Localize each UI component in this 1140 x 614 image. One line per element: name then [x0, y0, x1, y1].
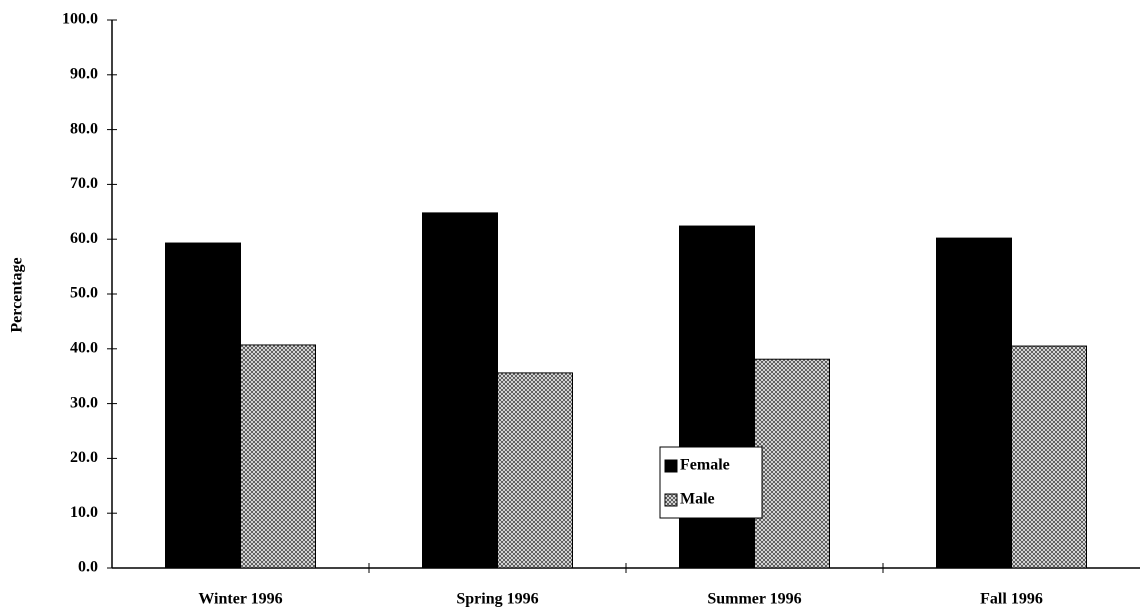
y-axis-label: Percentage	[9, 257, 26, 332]
legend-swatch	[664, 459, 678, 473]
bar	[1011, 345, 1087, 569]
y-tick-label: 0.0	[78, 559, 98, 576]
bar	[240, 344, 316, 569]
x-tick-label: Summer 1996	[707, 591, 801, 608]
x-tick-label: Fall 1996	[980, 591, 1043, 608]
bar	[422, 212, 498, 569]
y-tick-label: 60.0	[70, 230, 98, 247]
x-tick-label: Winter 1996	[198, 591, 282, 608]
y-tick-label: 40.0	[70, 339, 98, 356]
y-tick-label: 70.0	[70, 175, 98, 192]
y-tick-label: 10.0	[70, 504, 98, 521]
x-tick-label: Spring 1996	[456, 591, 538, 608]
bar	[936, 237, 1012, 569]
legend-label: Male	[680, 491, 715, 508]
bar	[165, 242, 241, 569]
y-tick-label: 80.0	[70, 120, 98, 137]
y-tick-label: 30.0	[70, 394, 98, 411]
y-tick-label: 20.0	[70, 449, 98, 466]
y-tick-label: 90.0	[70, 65, 98, 82]
legend-swatch	[664, 493, 678, 507]
legend-label: Female	[680, 457, 730, 474]
bar	[754, 358, 830, 569]
y-tick-label: 50.0	[70, 285, 98, 302]
y-tick-label: 100.0	[62, 11, 98, 28]
bar	[497, 372, 573, 569]
